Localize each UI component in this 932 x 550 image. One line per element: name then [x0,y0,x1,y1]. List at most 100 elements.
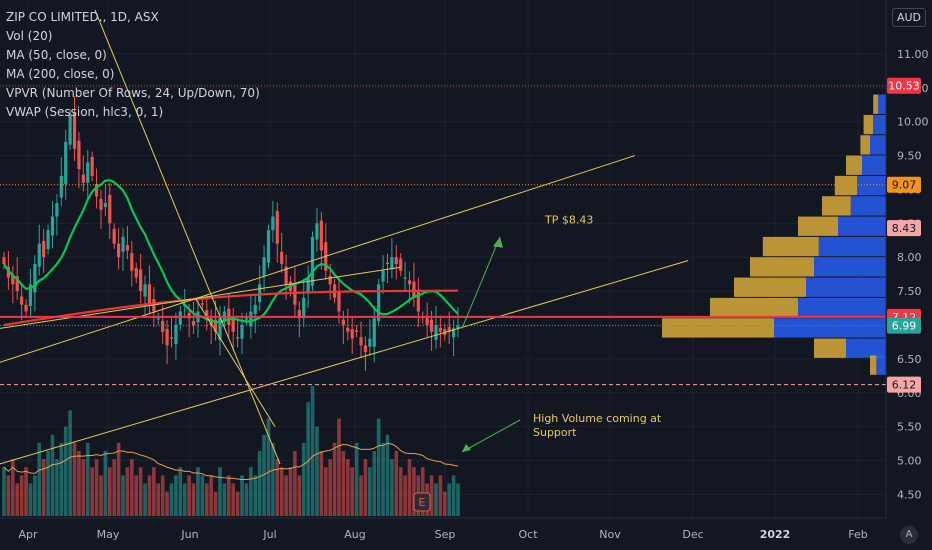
ma200-line [3,289,459,327]
volume-bar [178,467,183,516]
volume-bar [438,475,443,516]
volume-bar [275,459,280,516]
volume-bar [85,442,90,516]
candle-body [240,325,244,339]
indicator-vol[interactable]: Vol (20) [6,29,53,43]
candle-body [28,284,33,307]
price-tag-box [887,176,921,193]
candle-body [377,284,381,321]
y-tick-label: 5.50 [897,421,922,434]
currency-unit[interactable]: AUD [891,8,926,27]
candle-body [412,281,416,298]
candle-body [205,310,209,319]
candle-body [280,251,284,264]
volume-bar [28,483,33,516]
volume-bar [125,467,130,516]
volume-bar [121,475,125,516]
volume-bar [372,451,377,516]
volume-bar [191,483,196,516]
candle-body [328,276,332,285]
candle-body [86,162,90,183]
volume-bar [90,467,94,516]
candle-body [42,240,46,258]
vpvr-row-up [857,175,886,196]
y-tick-label: 6.50 [897,353,922,366]
vpvr-row-down [762,236,819,257]
indicator-ma50[interactable]: MA (50, close, 0) [6,48,107,62]
volume-bar [266,418,271,516]
volume-bar [354,442,359,516]
volume-bar [447,483,451,516]
vpvr-row-up [806,277,886,297]
y-tick-label: 7.50 [897,285,922,298]
volume-bar [138,467,143,516]
vpvr-row-up [873,114,886,135]
candle-body [302,297,306,319]
volume-bar [284,475,288,516]
volume-bar [390,459,394,516]
indicator-vpvr[interactable]: VPVR (Number Of Rows, 24, Up/Down, 70) [6,86,260,100]
volume-bar [328,459,332,516]
auto-scale-button[interactable]: A [900,526,918,544]
x-tick-label: Dec [682,528,703,541]
indicator-vwap[interactable]: VWAP (Session, hlc3, 0, 1) [6,105,164,119]
volume-bar [77,451,81,516]
volume-bar [293,451,297,516]
candle-body [447,327,451,332]
volume-bar [81,459,86,516]
volume-bar [231,483,236,516]
candle-body [143,284,147,297]
candle-body [64,142,68,185]
volume-bar [407,459,412,516]
volume-bar [337,418,341,516]
vpvr-row-up [870,135,886,155]
candle-body [390,257,394,270]
volume-bar [235,491,240,516]
target-arrow [461,236,501,329]
candles [2,96,460,372]
volume-bar [346,459,350,516]
volume-bar [209,475,213,516]
candle-body [178,311,182,325]
volume-bar [420,467,425,516]
volume-bar [156,483,161,516]
volume-bar [315,426,319,516]
candle-body [266,230,271,263]
candle-body [337,292,341,312]
vpvr-row-down [662,318,774,338]
candle-body [403,277,407,279]
candle-body [156,318,160,320]
candle-body [72,112,77,149]
vpvr-row-down [870,355,877,375]
candle-body [381,270,385,282]
candle-body [94,184,99,197]
indicator-ma200[interactable]: MA (200, close, 0) [6,67,115,81]
candle-body [165,329,169,346]
volume-bar [165,491,169,516]
vpvr-row-up [774,318,886,338]
volume-bar [398,467,403,516]
candle-body [416,289,420,312]
volume-bar [350,467,355,516]
vpvr-row-up [798,297,886,318]
volume-bar [6,475,11,516]
symbol-title[interactable]: ZIP CO LIMITED., 1D, ASX [6,10,159,24]
volume-bar [253,475,258,516]
candle-body [249,311,253,327]
price-tag-label: 6.99 [892,320,917,333]
volume-bar [68,410,72,516]
volume-bar [456,483,460,516]
candle-body [112,228,116,244]
candle-body [169,337,174,339]
candle-body [451,328,456,338]
candle-body [306,277,310,293]
price-tag-box [887,376,921,393]
candle-body [187,312,191,319]
volume-bar [412,467,416,516]
volume-bar [46,451,50,516]
candle-body [368,338,372,347]
y-tick-label: 11.00 [897,48,929,61]
volume-bar [451,475,456,516]
